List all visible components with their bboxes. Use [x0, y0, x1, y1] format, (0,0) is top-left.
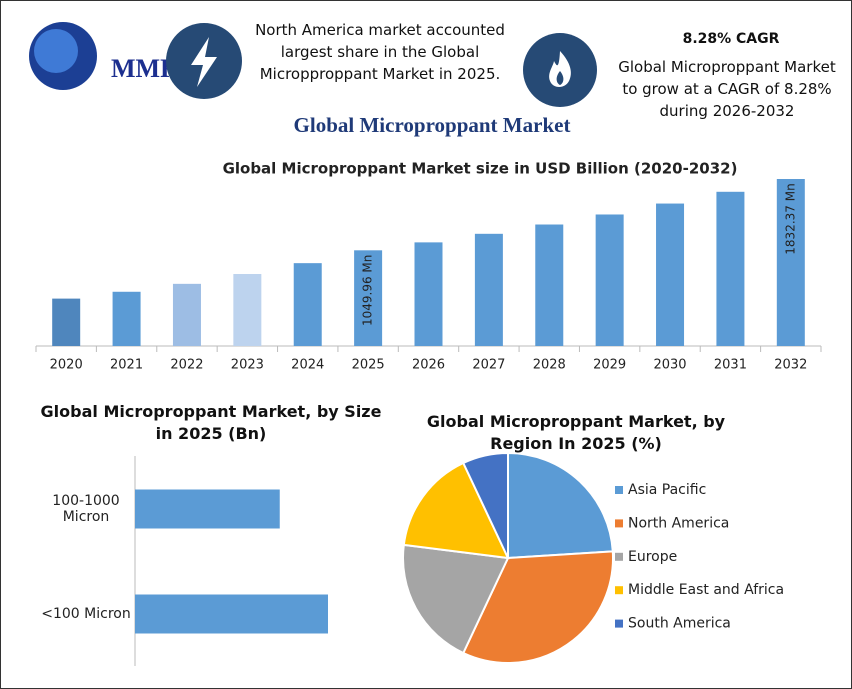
bar: [293, 263, 322, 346]
bar: [233, 274, 262, 346]
x-tick-label: 2029: [593, 358, 626, 373]
hbar-title: Global Microproppant Market, by Size in …: [40, 402, 382, 443]
value-label: 1049.96 Mn: [361, 255, 375, 326]
bar: [656, 203, 685, 346]
bar: [716, 191, 745, 346]
flame: [549, 51, 571, 87]
x-tick-label: 2026: [412, 358, 445, 373]
pie-title: Global Microproppant Market, by Region I…: [426, 412, 726, 453]
flame-inner: [556, 71, 564, 85]
legend-label: Asia Pacific: [628, 482, 706, 498]
bolt: [191, 37, 217, 87]
legend-label: North America: [628, 515, 729, 531]
pie-slice: [402, 461, 510, 560]
bar: [135, 489, 280, 529]
globe-icon-inner: [34, 29, 78, 73]
legend-label: South America: [628, 616, 731, 632]
bar: [354, 250, 383, 346]
cagr-title: 8.28% CAGR: [682, 31, 780, 47]
x-tick-label: 2027: [472, 358, 505, 373]
bar: [535, 224, 564, 346]
pie-slice: [402, 543, 510, 655]
bar: [776, 179, 805, 346]
note: North America market accounted largest s…: [255, 21, 505, 83]
x-tick-label: 2032: [774, 358, 807, 373]
x-tick-label: 2024: [291, 358, 324, 373]
y-tick-label: <100 Micron: [41, 605, 131, 622]
x-tick-label: 2030: [653, 358, 686, 373]
bar: [172, 283, 201, 346]
legend-swatch: [615, 519, 623, 528]
bar: [52, 298, 81, 346]
legend-label: Middle East and Africa: [628, 582, 784, 598]
bar: [112, 291, 141, 346]
bar: [135, 594, 328, 634]
legend-label: Europe: [628, 549, 677, 565]
y-tick-label: 100-1000 Micron: [52, 492, 120, 525]
bar-chart-title: Global Microproppant Market size in USD …: [223, 160, 738, 178]
legend-swatch: [615, 486, 623, 494]
x-tick-label: 2021: [110, 358, 143, 373]
value-label: 1832.37 Mn: [783, 183, 797, 254]
legend-swatch: [615, 586, 623, 595]
x-tick-label: 2028: [533, 358, 566, 373]
bar: [595, 214, 624, 346]
pie-slice: [461, 550, 614, 664]
main-title: Global Microproppant Market: [294, 113, 571, 137]
x-tick-label: 2023: [231, 358, 264, 373]
bar: [414, 242, 443, 346]
x-tick-label: 2022: [170, 358, 203, 373]
pie-slice: [461, 451, 509, 559]
legend-swatch: [615, 552, 623, 561]
legend-swatch: [615, 619, 623, 628]
bar: [474, 233, 503, 346]
pie-slice: [507, 451, 614, 560]
x-tick-label: 2025: [352, 358, 385, 373]
cagr-text: Global Microproppant Market to grow at a…: [618, 58, 836, 120]
x-tick-label: 2031: [714, 358, 747, 373]
x-tick-label: 2020: [50, 358, 83, 373]
